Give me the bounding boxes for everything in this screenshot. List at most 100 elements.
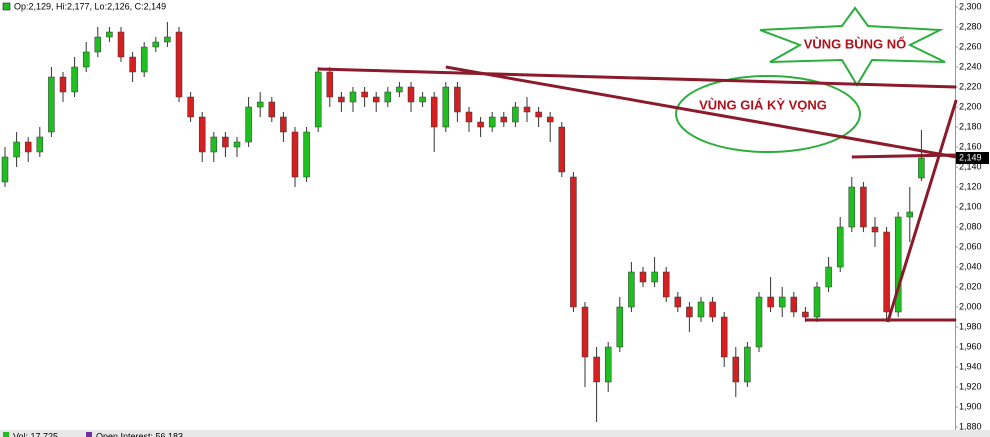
candle-body: [117, 31, 125, 58]
candle-body: [894, 216, 902, 313]
candle-body: [152, 41, 160, 48]
candle-body: [674, 296, 682, 308]
candle-body: [639, 271, 647, 283]
candle-body: [500, 116, 508, 123]
candle-body: [129, 56, 136, 73]
y-tick-label: 2,040: [959, 261, 982, 271]
candle-body: [407, 86, 415, 103]
candle-body: [918, 157, 925, 179]
trendline: [886, 99, 958, 323]
candle-body: [697, 301, 705, 318]
y-tick-label: 2,220: [959, 81, 982, 91]
candle-body: [477, 121, 484, 128]
y-tick-label: 2,240: [959, 61, 982, 71]
candle-body: [883, 231, 890, 313]
candle-body: [384, 91, 392, 103]
candle-body: [744, 346, 751, 383]
candle-body: [732, 356, 740, 383]
candle-body: [604, 346, 612, 383]
candle-body: [94, 36, 102, 53]
y-tick-label: 1,980: [959, 321, 982, 331]
y-tick-label: 1,960: [959, 341, 982, 351]
candle-body: [546, 116, 554, 123]
candle-body: [396, 86, 403, 93]
candle-body: [535, 111, 542, 118]
candle-body: [651, 271, 658, 283]
candle-body: [836, 226, 844, 268]
header-text: Op:2,129, Hi:2,177, Lo:2,126, C:2,149: [14, 1, 166, 11]
candle-body: [790, 296, 798, 313]
candle-body: [71, 66, 78, 93]
y-tick-label: 2,060: [959, 241, 982, 251]
y-tick-label: 2,260: [959, 41, 982, 51]
candle-body: [175, 31, 183, 98]
candle-body: [454, 86, 461, 113]
y-tick-label: 2,180: [959, 121, 982, 131]
y-tick-label: 2,080: [959, 221, 982, 231]
candle-body: [848, 186, 856, 228]
y-tick-label: 2,300: [959, 1, 982, 11]
volume-label: Vol: 17,725: [13, 431, 58, 437]
candle-body: [512, 106, 519, 123]
candle-body: [372, 96, 380, 103]
candle-body: [767, 296, 774, 308]
candle-body: [802, 311, 809, 318]
y-tick-label: 1,920: [959, 381, 982, 391]
candle-body: [303, 131, 310, 178]
candle-body: [662, 271, 670, 298]
y-tick-label: 2,100: [959, 201, 982, 211]
candle-body: [628, 271, 635, 308]
candle-body: [280, 116, 287, 133]
candle-body: [755, 296, 763, 348]
candle-body: [860, 186, 867, 228]
candle-body: [106, 31, 113, 38]
candle-body: [581, 306, 589, 358]
ellipse-shape: [675, 75, 861, 153]
candle-body: [314, 71, 322, 128]
candle-body: [558, 126, 566, 173]
candle-body: [720, 316, 728, 358]
candle-body: [349, 91, 357, 103]
candle-body: [24, 141, 32, 153]
candle-body: [291, 131, 299, 178]
candle-body: [778, 296, 786, 308]
candle-body: [210, 136, 218, 153]
candle-body: [338, 96, 345, 103]
candle-body: [140, 46, 148, 73]
open-interest-label: Open Interest: 56,183: [96, 431, 183, 437]
y-tick-label: 2,120: [959, 181, 982, 191]
candle-body: [593, 356, 600, 383]
candle-body: [59, 76, 67, 93]
candle-body: [442, 86, 450, 128]
candle-body: [906, 211, 914, 218]
y-tick-label: 1,880: [959, 421, 982, 431]
y-tick-label: 2,020: [959, 281, 982, 291]
candle-body: [465, 111, 473, 123]
footer-bar: [0, 430, 990, 437]
candle-body: [245, 106, 252, 143]
legend-icon: [2, 2, 11, 11]
candle-body: [187, 96, 194, 118]
annotation: VÙNG BÙNG NỔ: [804, 36, 907, 51]
y-tick-label: 2,000: [959, 301, 982, 311]
y-tick-label: 1,940: [959, 361, 982, 371]
legend-icon: [3, 432, 9, 437]
candle-body: [82, 51, 90, 68]
annotation: VÙNG GIÁ KỲ VỌNG: [699, 97, 827, 112]
candle-body: [36, 136, 44, 153]
candle-body: [616, 306, 624, 348]
candle-body: [523, 106, 531, 113]
legend-icon: [86, 432, 92, 437]
candle-body: [1, 156, 9, 183]
candle-body: [326, 71, 334, 98]
candle-body: [222, 136, 229, 148]
candle-body: [361, 91, 368, 98]
candle-body: [570, 176, 577, 308]
candle-body: [709, 301, 716, 318]
candle-body: [488, 116, 496, 128]
candle-body: [13, 141, 20, 158]
trendline: [318, 67, 957, 89]
candle-body: [825, 266, 832, 288]
candle-body: [686, 306, 693, 318]
